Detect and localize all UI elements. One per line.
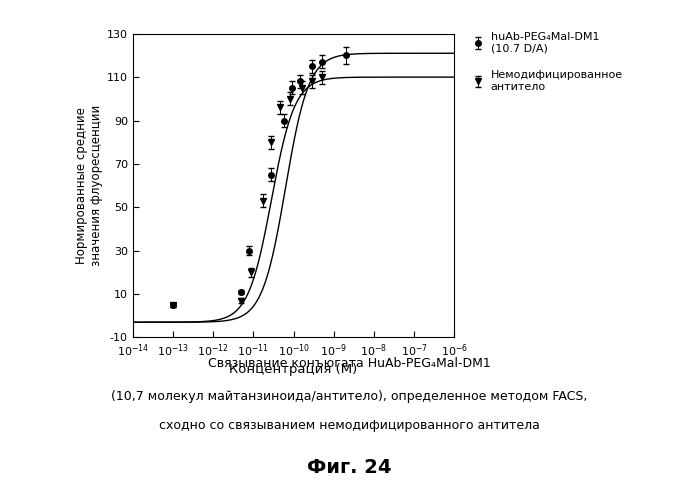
Text: (10,7 молекул майтанзиноида/антитело), определенное методом FACS,: (10,7 молекул майтанзиноида/антитело), о… — [111, 390, 588, 403]
Text: Фиг. 24: Фиг. 24 — [308, 458, 391, 477]
Text: сходно со связыванием немодифицированного антитела: сходно со связыванием немодифицированног… — [159, 419, 540, 432]
Legend: huAb-PEG₄Mal-DM1
(10.7 D/A), Немодифицированное
антитело: huAb-PEG₄Mal-DM1 (10.7 D/A), Немодифицир… — [467, 27, 627, 96]
Text: Связывание конъюгата HuAb-PEG₄Mal-DM1: Связывание конъюгата HuAb-PEG₄Mal-DM1 — [208, 357, 491, 370]
X-axis label: Концентрация (М): Концентрация (М) — [229, 363, 358, 376]
Y-axis label: Нормированные средние
значения флуоресценции: Нормированные средние значения флуоресце… — [75, 105, 103, 266]
